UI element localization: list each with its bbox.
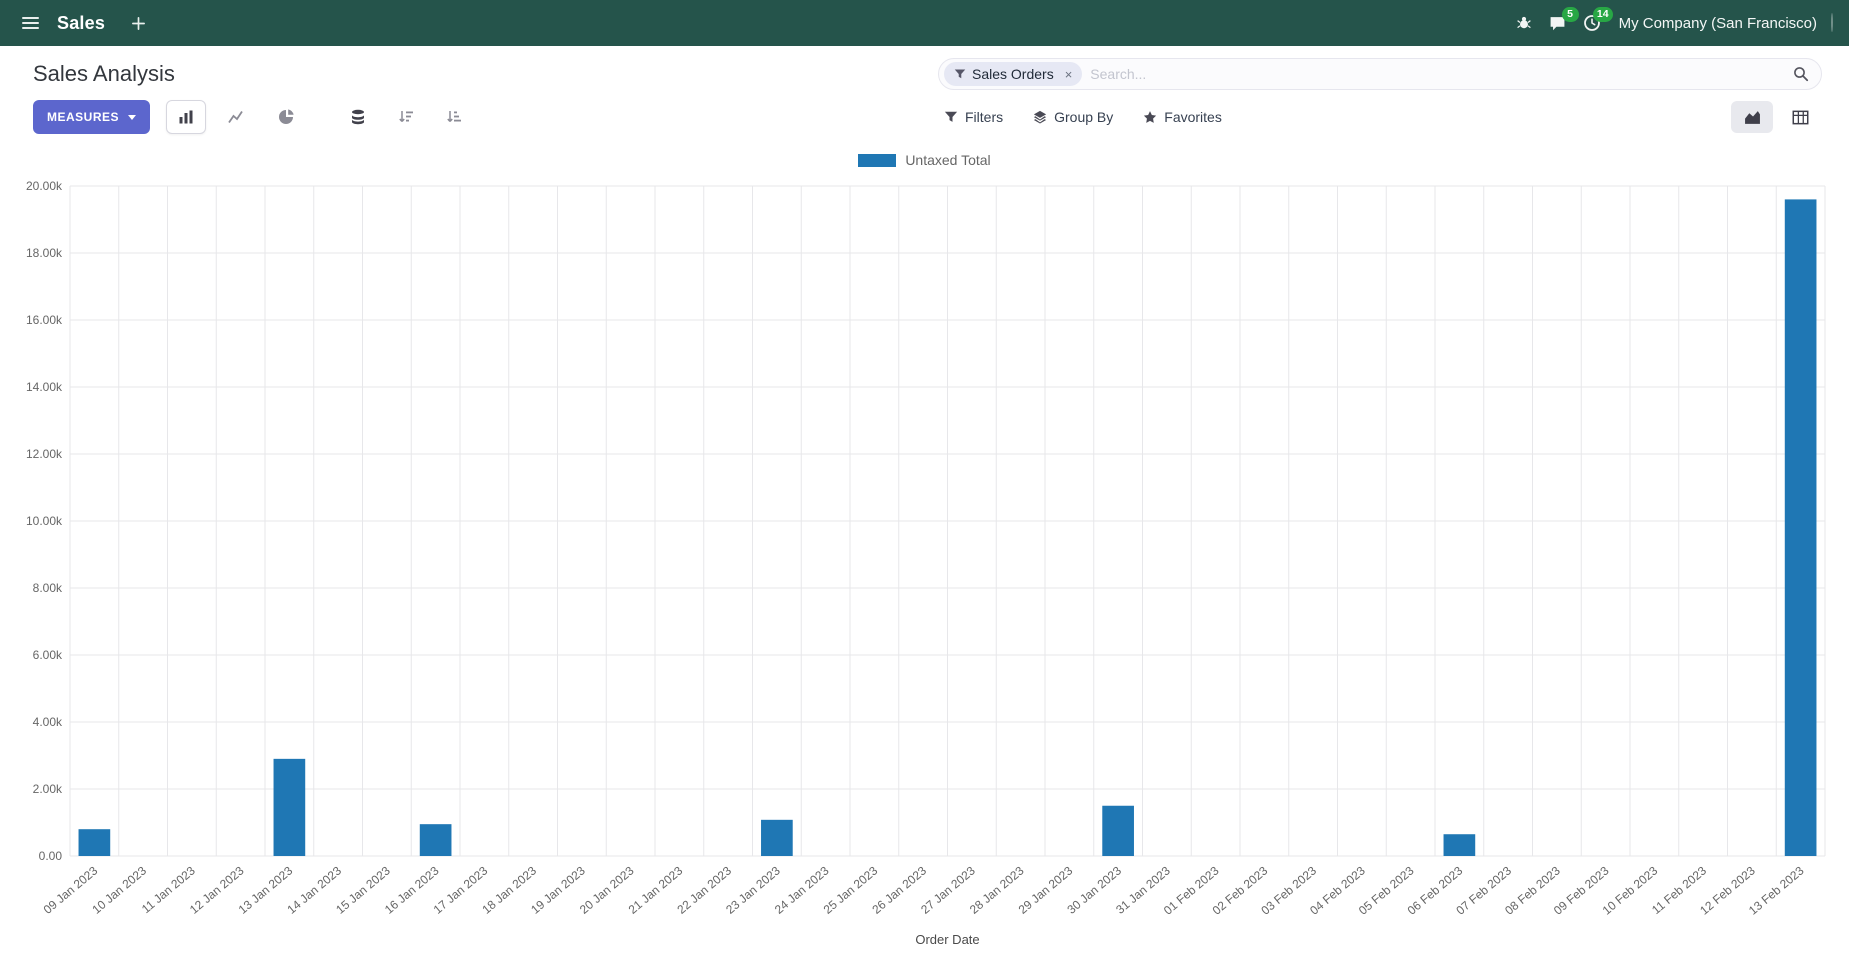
search-input[interactable] (1082, 66, 1793, 82)
clock-icon (1583, 14, 1601, 32)
apps-menu-button[interactable] (16, 11, 45, 35)
group-by-label: Group By (1054, 109, 1114, 125)
legend-label: Untaxed Total (905, 152, 991, 168)
chart-legend: Untaxed Total (12, 144, 1837, 176)
control-panel-top: Sales Analysis Sales Orders × (0, 46, 1849, 94)
svg-text:6.00k: 6.00k (33, 648, 63, 662)
filters-button[interactable]: Filters (944, 109, 1003, 125)
bug-icon (1516, 15, 1532, 31)
layers-icon (1033, 110, 1047, 124)
chart-tools-group (338, 100, 474, 134)
company-switcher[interactable]: My Company (San Francisco) (1618, 14, 1817, 32)
group-by-button[interactable]: Group By (1033, 109, 1113, 125)
graph-view-button[interactable] (1731, 101, 1773, 133)
search-facet[interactable]: Sales Orders × (944, 62, 1083, 86)
svg-text:4.00k: 4.00k (33, 715, 63, 729)
search-bar[interactable]: Sales Orders × (938, 58, 1822, 90)
activities-badge: 14 (1592, 7, 1613, 22)
svg-text:2.00k: 2.00k (33, 782, 63, 796)
svg-text:10 Jan 2023: 10 Jan 2023 (89, 863, 149, 916)
bar-chart-icon (178, 109, 194, 125)
stacked-toggle-button[interactable] (338, 100, 378, 134)
svg-text:12.00k: 12.00k (26, 447, 63, 461)
search-icon (1793, 66, 1809, 82)
messages-button[interactable]: 5 (1541, 6, 1579, 40)
svg-text:0.00: 0.00 (39, 849, 63, 863)
page-title: Sales Analysis (33, 61, 175, 86)
search-options-group: Filters Group By Favorites (944, 94, 1222, 140)
chevron-down-icon (128, 114, 137, 120)
messages-badge: 5 (1561, 7, 1579, 22)
sort-ascending-button[interactable] (434, 100, 474, 134)
line-chart-button[interactable] (216, 100, 256, 134)
sort-ascending-icon (446, 109, 462, 125)
app-name[interactable]: Sales (57, 12, 106, 33)
hamburger-icon (22, 17, 39, 19)
line-chart-icon (228, 109, 244, 125)
svg-text:16.00k: 16.00k (26, 313, 63, 327)
measures-button[interactable]: MEASURES (33, 100, 151, 134)
legend-item[interactable]: Untaxed Total (858, 152, 991, 168)
chart-area: Untaxed Total 0.00 2.00k 4.00k 6.00k 8.00k 10… (0, 140, 1849, 952)
svg-text:Order Date: Order Date (915, 932, 979, 947)
star-icon (1143, 110, 1157, 124)
facet-label: Sales Orders (972, 66, 1054, 82)
svg-text:20.00k: 20.00k (26, 179, 63, 193)
favorites-label: Favorites (1164, 109, 1222, 125)
pie-chart-button[interactable] (266, 100, 306, 134)
top-navbar: Sales 5 (0, 0, 1849, 46)
filters-label: Filters (965, 109, 1004, 125)
pie-chart-icon (278, 109, 294, 125)
svg-text:8.00k: 8.00k (33, 581, 63, 595)
control-panel-bottom: MEASURES (0, 94, 1849, 140)
plus-icon (131, 16, 146, 31)
legend-swatch (858, 153, 897, 167)
avatar (1831, 13, 1833, 32)
pivot-view-button[interactable] (1779, 101, 1821, 133)
svg-text:14.00k: 14.00k (26, 380, 63, 394)
chat-icon (1549, 15, 1566, 32)
area-chart-icon (1744, 109, 1761, 126)
activities-button[interactable]: 14 (1575, 6, 1613, 40)
pivot-grid-icon (1792, 109, 1809, 126)
filter-facet-icon (954, 68, 966, 80)
svg-text:18.00k: 18.00k (26, 246, 63, 260)
debug-button[interactable] (1507, 6, 1541, 40)
sales-chart[interactable]: 0.00 2.00k 4.00k 6.00k 8.00k 10.00k 12.00k 14.0… (12, 176, 1837, 952)
measures-label: MEASURES (47, 110, 120, 124)
svg-text:10.00k: 10.00k (26, 514, 63, 528)
facet-remove-button[interactable]: × (1064, 66, 1073, 82)
chart-type-group (166, 100, 306, 134)
sort-descending-icon (398, 109, 414, 125)
favorites-button[interactable]: Favorites (1143, 109, 1222, 125)
user-menu-button[interactable] (1831, 13, 1833, 32)
view-switcher (1731, 94, 1821, 140)
sort-descending-button[interactable] (386, 100, 426, 134)
stacked-icon (350, 109, 366, 125)
bar-chart-button[interactable] (166, 100, 207, 134)
filter-icon (944, 110, 958, 124)
new-button[interactable] (131, 16, 146, 31)
